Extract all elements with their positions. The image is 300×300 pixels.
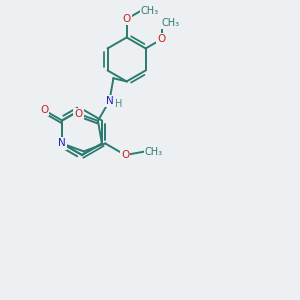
Text: CH₃: CH₃ — [141, 6, 159, 16]
Text: N: N — [58, 139, 66, 148]
Text: O: O — [158, 34, 166, 44]
Text: O: O — [74, 109, 83, 119]
Text: N: N — [106, 96, 113, 106]
Text: H: H — [115, 99, 122, 109]
Text: O: O — [122, 14, 131, 24]
Text: CH₃: CH₃ — [145, 147, 163, 157]
Text: O: O — [121, 150, 129, 160]
Text: O: O — [40, 105, 48, 115]
Text: CH₃: CH₃ — [162, 18, 180, 28]
